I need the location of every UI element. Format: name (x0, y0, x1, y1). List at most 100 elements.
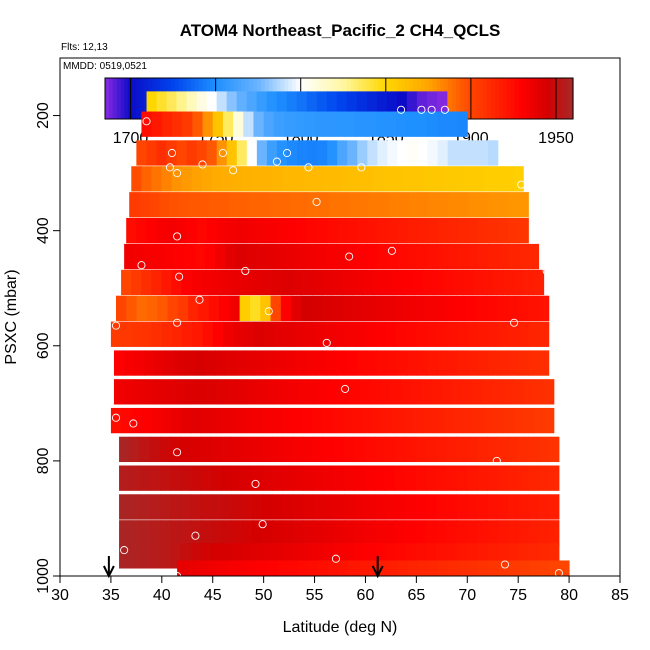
heatmap-cell (427, 243, 438, 270)
heatmap-cell (366, 243, 378, 270)
heatmap-cell (436, 465, 447, 491)
heatmap-cell (396, 91, 408, 117)
heatmap-cell (338, 192, 350, 218)
heatmap-cell (358, 192, 370, 218)
heatmap-cell (189, 192, 200, 218)
sample-point (129, 419, 138, 428)
heatmap-cell (334, 111, 346, 137)
heatmap-cell (253, 111, 265, 137)
heatmap-cell (297, 140, 308, 166)
heatmap-cell (425, 494, 437, 520)
heatmap-cell (538, 494, 550, 520)
heatmap-cell (322, 269, 333, 296)
heatmap-cell (156, 140, 167, 166)
heatmap-cell (186, 91, 198, 117)
heatmap-cell (131, 407, 142, 434)
heatmap-cell (446, 520, 458, 546)
heatmap-cell (195, 379, 207, 405)
heatmap-cell (498, 243, 509, 270)
heatmap-cell (241, 494, 253, 520)
heatmap-cell (528, 295, 539, 322)
colorbar-segment (514, 78, 519, 119)
heatmap-cell (488, 192, 499, 218)
colorbar-segment (518, 78, 523, 119)
heatmap-cell (243, 321, 254, 347)
heatmap-cell (503, 269, 514, 296)
x-tick-label: 70 (458, 587, 476, 604)
heatmap-cell (295, 243, 307, 270)
heatmap-cell (497, 321, 509, 347)
heatmap-cell (139, 494, 151, 520)
heatmap-cell (317, 140, 328, 166)
heatmap-cell (463, 407, 474, 434)
heatmap-cell (236, 140, 248, 166)
heatmap-cell (387, 140, 398, 166)
heatmap-cell (181, 407, 192, 434)
heatmap-cell (318, 379, 330, 405)
heatmap-cell (417, 218, 429, 244)
heatmap-cell (141, 166, 152, 192)
heatmap-cell (251, 407, 263, 434)
heatmap-cell (119, 465, 130, 491)
heatmap-cell (262, 436, 273, 463)
sample-point (167, 148, 177, 158)
heatmap-cell (476, 295, 488, 322)
heatmap-cell (246, 140, 258, 166)
heatmap-cell (245, 350, 257, 376)
heatmap-cell (457, 243, 469, 270)
heatmap-cell (528, 543, 539, 569)
sample-point (417, 105, 426, 114)
heatmap-cell (446, 465, 458, 491)
heatmap-cell (483, 269, 494, 296)
heatmap-cell (468, 218, 479, 244)
heatmap-cell (402, 407, 414, 434)
heatmap-cell (538, 520, 550, 546)
heatmap-cell (365, 111, 377, 137)
heatmap-cell (467, 140, 479, 166)
heatmap-cell (508, 321, 519, 347)
heatmap-cell (445, 295, 457, 322)
heatmap-cell (295, 350, 307, 376)
sample-point (229, 166, 238, 175)
heatmap-cell (390, 379, 401, 405)
heatmap-cell (385, 321, 397, 347)
heatmap-cell (273, 321, 285, 347)
colorbar-segment (463, 78, 469, 119)
y-tick-label: 800 (35, 447, 52, 474)
heatmap-cell (448, 560, 460, 576)
sample-point (111, 413, 121, 422)
heatmap-cell (487, 543, 499, 569)
heatmap-cell (507, 436, 519, 463)
heatmap-cell (477, 243, 489, 270)
heatmap-cell (161, 111, 173, 137)
heatmap-cell (298, 192, 310, 218)
heatmap-cell (507, 494, 519, 520)
heatmap-cell (221, 520, 233, 546)
heatmap-cell (324, 111, 336, 137)
colorbar-segment (541, 78, 547, 119)
heatmap-cell (456, 295, 467, 322)
heatmap-cell (231, 269, 243, 296)
sample-point (173, 318, 182, 327)
heatmap-cell (231, 520, 243, 546)
heatmap-cell (508, 350, 519, 376)
heatmap-cell (211, 520, 222, 546)
heatmap-cell (124, 379, 135, 405)
heatmap-cell (517, 494, 529, 520)
heatmap-cell (292, 269, 303, 296)
heatmap-cell (392, 269, 404, 296)
x-tick-label: 45 (204, 587, 222, 604)
colorbar-segment (144, 78, 149, 119)
heatmap-cell (252, 543, 263, 569)
heatmap-cell (357, 218, 368, 244)
heatmap-cell (126, 295, 138, 322)
heatmap-cell (523, 407, 535, 434)
colorbar-segment (479, 78, 484, 119)
heatmap-cell (426, 111, 438, 137)
sample-point (191, 531, 200, 540)
heatmap-cell (502, 379, 514, 405)
heatmap-cell (161, 269, 172, 296)
heatmap-cell (260, 295, 272, 322)
heatmap-cell (473, 269, 484, 296)
x-tick-label: 60 (357, 587, 375, 604)
